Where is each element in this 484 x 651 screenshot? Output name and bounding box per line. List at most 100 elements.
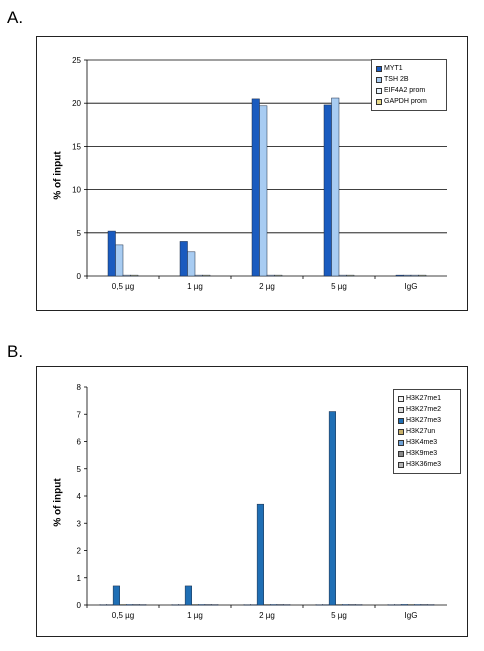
- bar-h3k4me3: [342, 604, 350, 606]
- chart-b-legend: H3K27me1 H3K27me2 H3K27me3 H3K27un H3K4me3 H3…: [393, 389, 461, 474]
- legend-item: H3K36me3: [398, 459, 456, 470]
- bar-h3k9me3: [348, 604, 356, 606]
- bar-h3k27me2: [250, 604, 258, 606]
- y-tick-label: 7: [77, 410, 82, 419]
- bar-gapdh-prom: [202, 274, 211, 277]
- legend-swatch: [398, 428, 404, 435]
- y-tick-label: 1: [77, 574, 82, 583]
- bar-gapdh-prom: [346, 274, 355, 277]
- bar-eif4a2-prom: [266, 274, 275, 277]
- bar-h3k4me3: [270, 604, 278, 606]
- bar-h3k27me2: [178, 604, 186, 606]
- y-tick-label: 8: [77, 383, 82, 392]
- bar-myt1: [107, 230, 116, 277]
- legend-item: H3K9me3: [398, 448, 456, 459]
- bar-h3k27me2: [106, 604, 114, 606]
- legend-label: H3K27me2: [406, 406, 442, 413]
- y-tick-label: 25: [72, 56, 81, 65]
- bar-h3k9me3: [132, 604, 140, 606]
- chart-a-y-axis-label: % of input: [52, 151, 64, 200]
- y-tick-label: 0: [77, 601, 82, 610]
- panel-b-label: B.: [7, 342, 24, 361]
- legend-label: H3K27me3: [406, 417, 442, 424]
- legend-item: H3K4me3: [398, 437, 456, 448]
- bar-h3k27me1: [171, 604, 179, 606]
- bar-eif4a2-prom: [194, 274, 203, 277]
- bar-h3k27un: [119, 604, 127, 606]
- legend-swatch: [398, 439, 404, 446]
- bar-myt1: [179, 241, 188, 277]
- x-tick-label: IgG: [405, 611, 418, 620]
- bar-h3k27me2: [322, 604, 330, 606]
- y-tick-label: 10: [72, 186, 81, 195]
- legend-label: H3K27me1: [406, 395, 442, 402]
- legend-swatch: [398, 450, 404, 457]
- bar-h3k36me3: [427, 604, 435, 606]
- bar-h3k36me3: [355, 604, 363, 606]
- bar-myt1: [323, 104, 332, 277]
- panel-b-chart: 0 1 2 3 4 5 6 7 8 0,5 µg 1 µg 2 µg 5 µg IgG % of inpu…: [36, 366, 468, 637]
- bar-h3k9me3: [420, 604, 428, 606]
- legend-swatch: [398, 406, 404, 413]
- chart-b-svg: 0 1 2 3 4 5 6 7 8 0,5 µg 1 µg 2 µg 5 µg IgG: [77, 383, 447, 620]
- y-tick-label: 3: [77, 519, 82, 528]
- bar-h3k36me3: [283, 604, 291, 606]
- bar-gapdh-prom: [274, 274, 283, 277]
- x-tick-label: 5 µg: [331, 282, 347, 291]
- bar-h3k27me2: [394, 604, 402, 606]
- bar-h3k27me3: [112, 585, 120, 606]
- bar-h3k36me3: [211, 604, 219, 606]
- legend-swatch: [376, 76, 382, 83]
- bar-h3k9me3: [276, 604, 284, 606]
- y-tick-label: 6: [77, 438, 82, 447]
- bar-h3k9me3: [204, 604, 212, 606]
- y-tick-label: 5: [77, 465, 82, 474]
- bar-h3k27un: [191, 604, 199, 606]
- bar-h3k4me3: [414, 604, 422, 606]
- legend-label: H3K4me3: [406, 439, 438, 446]
- bar-eif4a2-prom: [410, 274, 419, 277]
- legend-swatch: [376, 65, 382, 72]
- x-tick-label: 1 µg: [187, 282, 203, 291]
- legend-item: MYT1: [376, 63, 442, 74]
- bar-h3k36me3: [139, 604, 147, 606]
- legend-swatch: [376, 98, 382, 105]
- bar-myt1: [251, 98, 260, 277]
- y-tick-label: 20: [72, 99, 81, 108]
- x-tick-label: 0,5 µg: [112, 282, 134, 291]
- legend-item: H3K27me2: [398, 404, 456, 415]
- y-tick-label: 5: [77, 229, 82, 238]
- legend-item: TSH 2B: [376, 74, 442, 85]
- bar-tsh-2b: [259, 105, 268, 277]
- bar-eif4a2-prom: [122, 274, 131, 277]
- y-tick-label: 2: [77, 547, 82, 556]
- legend-label: EIF4A2 prom: [384, 87, 426, 94]
- bar-h3k27un: [335, 604, 343, 606]
- legend-swatch: [376, 87, 382, 94]
- bar-h3k27me3: [256, 503, 264, 606]
- y-tick-label: 4: [77, 492, 82, 501]
- legend-item: GAPDH prom: [376, 96, 442, 107]
- bar-h3k27me3: [328, 411, 336, 606]
- bar-h3k27me1: [243, 604, 251, 606]
- x-tick-label: 1 µg: [187, 611, 203, 620]
- x-tick-label: 5 µg: [331, 611, 347, 620]
- legend-label: MYT1: [384, 65, 403, 72]
- bar-h3k27un: [263, 604, 271, 606]
- bar-h3k4me3: [198, 604, 206, 606]
- bar-h3k27me1: [387, 604, 395, 606]
- bar-myt1: [395, 274, 404, 277]
- legend-item: H3K27un: [398, 426, 456, 437]
- bar-tsh-2b: [115, 244, 124, 277]
- x-tick-label: 0,5 µg: [112, 611, 134, 620]
- legend-label: H3K9me3: [406, 450, 438, 457]
- legend-label: H3K27un: [406, 428, 436, 435]
- legend-label: GAPDH prom: [384, 98, 427, 105]
- bar-tsh-2b: [403, 274, 412, 277]
- bar-gapdh-prom: [130, 274, 139, 277]
- bar-h3k27me3: [184, 585, 192, 606]
- bar-h3k27me1: [99, 604, 107, 606]
- legend-swatch: [398, 461, 404, 468]
- y-tick-label: 0: [77, 272, 82, 281]
- bar-h3k27me3: [400, 604, 408, 606]
